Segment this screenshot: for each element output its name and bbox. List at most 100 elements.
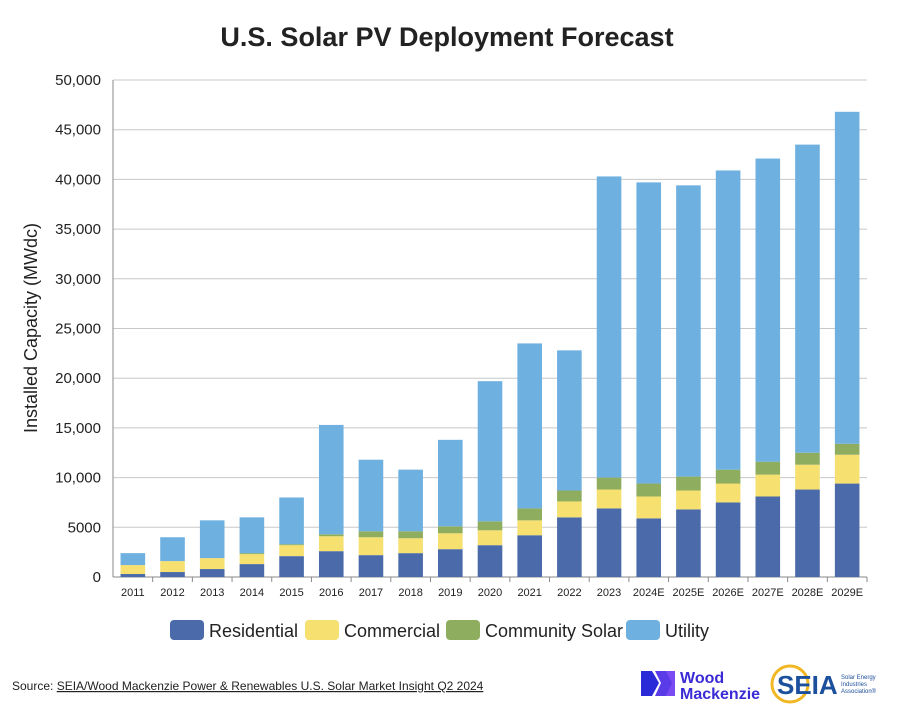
y-tick-label: 35,000 — [55, 221, 101, 238]
grid-lines — [112, 79, 867, 578]
bar-commercial-2016 — [318, 536, 344, 552]
legend-swatch-commercial — [305, 620, 339, 640]
y-tick-label: 45,000 — [55, 122, 101, 139]
legend-label-community-solar: Community Solar — [485, 621, 623, 641]
bar-community-solar-2028e — [795, 452, 820, 465]
bar-community-solar-2017 — [358, 531, 384, 538]
x-tick-label: 2028E — [792, 587, 824, 599]
bar-utility-2026e — [715, 170, 741, 470]
bar-community-solar-2020 — [477, 521, 503, 531]
y-tick-label: 40,000 — [55, 171, 101, 188]
bar-utility-2023 — [596, 176, 622, 478]
bar-commercial-2026e — [715, 483, 741, 503]
bar-utility-2028e — [795, 144, 820, 453]
bar-residential-2028e — [795, 489, 820, 577]
bar-utility-2015 — [279, 497, 304, 545]
bar-residential-2027e — [755, 496, 781, 577]
bar-commercial-2018 — [398, 538, 423, 554]
bar-utility-2012 — [160, 537, 185, 562]
bar-residential-2023 — [596, 508, 622, 577]
x-tick-label: 2023 — [597, 587, 621, 599]
bar-utility-2022 — [557, 350, 582, 491]
x-tick-label: 2013 — [200, 587, 224, 599]
bar-commercial-2025e — [676, 490, 701, 510]
x-tick-label: 2020 — [478, 587, 502, 599]
x-tick-label: 2014 — [240, 587, 264, 599]
bar-community-solar-2027e — [755, 461, 781, 475]
y-tick-label: 10,000 — [55, 470, 101, 487]
legend-swatch-residential — [170, 620, 204, 640]
wood-mackenzie-line2: Mackenzie — [680, 686, 760, 703]
y-tick-label: 30,000 — [55, 271, 101, 288]
y-tick-label: 25,000 — [55, 321, 101, 338]
bar-commercial-2012 — [160, 561, 185, 573]
bar-residential-2013 — [199, 569, 225, 577]
source-prefix: Source: — [12, 679, 57, 693]
x-tick-label: 2026E — [712, 587, 744, 599]
bar-utility-2020 — [477, 381, 503, 522]
bar-community-solar-2022 — [557, 490, 582, 502]
bar-residential-2016 — [318, 551, 344, 577]
bar-utility-2016 — [318, 424, 344, 535]
x-tick-label: 2012 — [160, 587, 184, 599]
y-tick-label: 0 — [93, 569, 101, 586]
bar-commercial-2014 — [239, 554, 265, 565]
bar-residential-2015 — [279, 556, 304, 577]
x-tick-label: 2021 — [517, 587, 541, 599]
bar-utility-2018 — [398, 469, 423, 532]
x-axis-ticks: 2011 2012 2013 2014 2015 2016 2017 2018 2019 2020… — [121, 577, 868, 599]
x-tick-label: 2015 — [279, 587, 303, 599]
bar-utility-2013 — [199, 520, 225, 559]
bar-commercial-2028e — [795, 464, 820, 490]
wood-mackenzie-line1: Wood — [680, 670, 724, 687]
seia-sub-line2: Industries — [841, 682, 867, 688]
bar-residential-2017 — [358, 555, 384, 577]
bar-community-solar-2018 — [398, 531, 423, 539]
bar-residential-2020 — [477, 545, 503, 577]
bar-utility-2025e — [676, 185, 701, 477]
bar-utility-2019 — [438, 439, 463, 527]
bar-community-solar-2023 — [596, 477, 622, 490]
bar-residential-2022 — [557, 517, 582, 577]
bar-commercial-2020 — [477, 530, 503, 546]
x-tick-label: 2025E — [673, 587, 705, 599]
bar-utility-2017 — [358, 459, 384, 532]
chart-title: U.S. Solar PV Deployment Forecast — [220, 22, 673, 52]
bar-commercial-2015 — [279, 545, 304, 557]
seia-wordmark: SEIA — [777, 670, 838, 700]
source-link[interactable]: SEIA/Wood Mackenzie Power & Renewables U… — [57, 679, 484, 693]
y-axis-ticks: 0 5000 10,000 15,000 20,000 25,000 30,000 35,00… — [55, 72, 101, 586]
bar-residential-2029e — [834, 483, 860, 577]
legend-label-utility: Utility — [665, 621, 709, 641]
bar-residential-2018 — [398, 553, 423, 577]
seia-sun-icon — [770, 664, 810, 704]
x-tick-label: 2018 — [398, 587, 422, 599]
x-tick-label: 2027E — [752, 587, 784, 599]
bar-community-solar-2025e — [676, 476, 701, 491]
y-tick-label: 5000 — [68, 519, 101, 536]
wood-mackenzie-mark-icon — [641, 671, 675, 696]
legend-label-residential: Residential — [209, 621, 298, 641]
bar-community-solar-2029e — [834, 443, 860, 455]
y-tick-label: 20,000 — [55, 370, 101, 387]
bar-commercial-2022 — [557, 501, 582, 518]
bar-community-solar-2014 — [239, 553, 265, 555]
bar-community-solar-2016 — [318, 534, 344, 537]
bar-commercial-2011 — [120, 565, 146, 575]
x-tick-label: 2016 — [319, 587, 343, 599]
x-tick-label: 2019 — [438, 587, 462, 599]
x-tick-label: 2029E — [831, 587, 863, 599]
bar-utility-2027e — [755, 158, 781, 462]
x-tick-label: 2024E — [633, 587, 665, 599]
bar-residential-2024e — [636, 518, 662, 577]
seia-logo: SEIA Solar Energy Industries Association… — [770, 664, 877, 704]
bar-residential-2011 — [120, 574, 146, 577]
bar-residential-2026e — [715, 502, 741, 577]
bar-commercial-2017 — [358, 537, 384, 556]
bars — [120, 111, 860, 577]
bar-commercial-2019 — [438, 533, 463, 550]
source-note: Source: SEIA/Wood Mackenzie Power & Rene… — [12, 679, 484, 693]
bar-community-solar-2021 — [517, 508, 542, 521]
svg-text:Source: SEIA/Wood Mackenzie Po: Source: SEIA/Wood Mackenzie Power & Rene… — [12, 679, 484, 693]
